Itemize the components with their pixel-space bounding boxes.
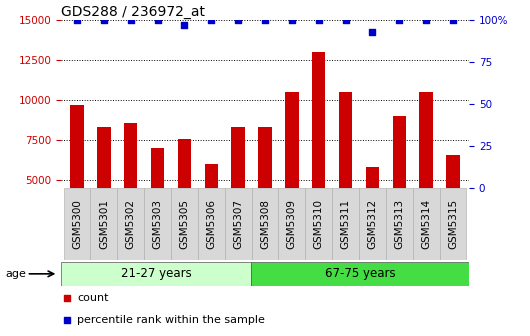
Bar (359, 188, 386, 260)
Text: age: age (5, 269, 26, 279)
Point (316, 248, 325, 253)
Bar (205, 164, 218, 260)
Bar (124, 123, 137, 260)
Bar (178, 138, 191, 260)
Point (127, 17, 135, 23)
Point (100, 17, 108, 23)
Bar (225, 188, 252, 260)
Bar (232, 127, 245, 260)
Text: count: count (77, 293, 109, 303)
Text: GSM5315: GSM5315 (448, 199, 458, 249)
Bar (439, 188, 466, 260)
Text: GSM5302: GSM5302 (126, 199, 136, 249)
Point (180, 23, 189, 28)
Bar (332, 188, 359, 260)
Text: 67-75 years: 67-75 years (325, 267, 395, 280)
Point (153, 17, 162, 23)
Bar (61, 262, 251, 286)
Point (316, 46, 325, 52)
Text: GSM5301: GSM5301 (99, 199, 109, 249)
Bar (339, 92, 352, 260)
Bar (419, 92, 433, 260)
Bar (198, 188, 225, 260)
Bar (278, 188, 305, 260)
Text: GSM5308: GSM5308 (260, 199, 270, 249)
Bar (171, 188, 198, 260)
Text: GSM5303: GSM5303 (153, 199, 163, 249)
Point (395, 17, 403, 23)
Text: GSM5309: GSM5309 (287, 199, 297, 249)
Text: 21-27 years: 21-27 years (121, 267, 191, 280)
Point (341, 17, 350, 23)
Bar (97, 127, 111, 260)
Text: GSM5307: GSM5307 (233, 199, 243, 249)
Text: GSM5300: GSM5300 (72, 199, 82, 249)
Text: percentile rank within the sample: percentile rank within the sample (77, 315, 265, 325)
Bar (91, 188, 117, 260)
Bar (70, 105, 84, 260)
Point (234, 17, 242, 23)
Bar (312, 52, 325, 260)
Bar (117, 188, 144, 260)
Bar (305, 188, 332, 260)
Text: GSM5312: GSM5312 (367, 199, 377, 249)
Text: GSM5310: GSM5310 (314, 199, 324, 249)
Bar (144, 188, 171, 260)
Point (314, 17, 323, 23)
Text: GSM5306: GSM5306 (206, 199, 216, 249)
Point (449, 17, 457, 23)
Point (207, 17, 216, 23)
Text: GSM5313: GSM5313 (394, 199, 404, 249)
Point (368, 29, 377, 35)
Text: GSM5314: GSM5314 (421, 199, 431, 249)
Bar (64, 188, 91, 260)
Bar (251, 262, 469, 286)
Bar (285, 92, 298, 260)
Text: GDS288 / 236972_at: GDS288 / 236972_at (61, 5, 205, 19)
Text: GSM5311: GSM5311 (341, 199, 350, 249)
Bar (413, 188, 439, 260)
Point (422, 17, 430, 23)
Text: GSM5305: GSM5305 (180, 199, 189, 249)
Bar (446, 155, 460, 260)
Point (73, 17, 81, 23)
Bar (393, 116, 406, 260)
Bar (252, 188, 278, 260)
Bar (151, 148, 164, 260)
Bar (258, 127, 272, 260)
Bar (366, 167, 379, 260)
Point (261, 17, 269, 23)
Point (288, 17, 296, 23)
Bar (386, 188, 413, 260)
